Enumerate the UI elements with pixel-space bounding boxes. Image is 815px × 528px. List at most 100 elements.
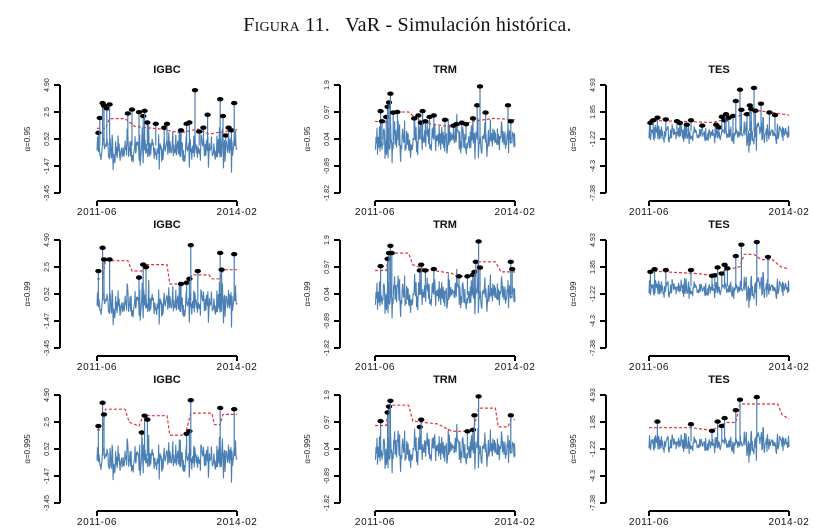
y-tick-label: -1.22 [590,286,597,302]
y-tick-label: -1.47 [44,468,51,484]
exceedance-point [715,125,723,130]
exceedance-point [509,266,516,272]
y-tick-label: 0.97 [324,415,331,429]
exceedance-point [462,121,470,127]
exceedance-point [95,130,102,136]
y-tick-label: 0.52 [44,442,51,456]
panel-title: IGBC [153,219,181,231]
var-line [97,117,238,135]
exceedance-point [430,266,437,272]
exceedance-point [217,250,224,256]
panel-title: IGBC [153,64,181,76]
exceedance-point [416,268,423,273]
exceedance-point [687,118,695,123]
y-tick-label: -0.89 [324,313,331,329]
exceedance-point [187,397,194,403]
exceedance-point [718,114,725,120]
exceedance-point [161,125,168,130]
panel-title: TRM [433,219,457,231]
y-tick-label: 0.97 [324,105,331,119]
exceedance-point [415,113,422,118]
panel-igbc-1: IGBC α=0.99 -3.45 -1.47 0.52 2.5 4.90 2011-06 20… [23,219,257,373]
exceedance-point [472,259,479,264]
x-tick-label: 2011-06 [629,207,669,218]
exceedance-point [152,121,159,127]
alpha-label: α=0.99 [23,281,32,306]
exceedance-point [469,427,477,433]
panel-title: TRM [433,64,457,76]
panel-title: TES [708,374,729,386]
panel-tes-0: TES α=0.95 -7.38 -4.3 -1.22 1.85 4.93 2011-06 20… [569,64,809,218]
exceedance-point [418,417,425,422]
exceedance-point [662,267,669,273]
y-tick-label: -1.47 [44,313,51,329]
exceedance-point [387,91,394,96]
returns-series [374,423,516,474]
x-tick-label: 2011-06 [355,362,395,373]
y-tick-label: -1.22 [590,441,597,457]
exceedance-point [687,267,695,273]
exceedance-point [204,112,211,117]
x-tick-label: 2011-06 [77,362,117,373]
returns-series [96,434,238,483]
panel-trm-0: TRM α=0.95 -1.82 -0.89 0.04 0.97 1.9 2011-06 201… [303,64,535,218]
y-tick-label: -7.38 [590,340,597,356]
y-tick-label: 2.5 [44,107,51,117]
exceedance-point [422,119,429,124]
y-tick-label: -4.3 [590,470,597,482]
exceedance-point [231,407,238,412]
exceedance-point [95,268,102,274]
y-tick-label: -1.82 [324,340,331,356]
exceedance-point [504,103,512,108]
exceedance-point [482,110,489,115]
x-tick-label: 2011-06 [355,517,395,528]
exceedance-point [507,259,514,264]
exceedance-point [177,281,185,287]
exceedance-point [106,257,113,262]
exceedance-point [469,116,477,121]
x-tick-label: 2014-02 [769,362,810,373]
figure-label: Figura 11. [243,14,330,36]
y-tick-label: 4.90 [44,388,51,402]
exceedance-point [142,264,150,270]
exceedance-point [441,117,449,123]
alpha-label: α=0.95 [303,126,312,151]
exceedance-point [103,106,111,111]
panel-tes-1: TES α=0.99 -7.38 -4.3 -1.22 1.85 4.93 2011-06 20… [569,219,809,373]
panel-title: TRM [433,374,457,386]
exceedance-point [732,98,739,104]
exceedance-point [699,123,706,128]
exceedance-point [464,429,471,434]
y-tick-label: 1.85 [590,415,597,429]
alpha-label: α=0.99 [303,281,312,306]
y-tick-label: 1.9 [324,235,331,245]
exceedance-point [676,120,683,126]
var-line [375,252,515,277]
y-tick-label: 1.9 [324,390,331,400]
x-tick-label: 2014-02 [769,207,810,218]
exceedance-point [736,397,744,402]
exceedance-point [464,274,471,279]
panel-igbc-0: IGBC α=0.95 -3.45 -1.47 0.52 2.5 4.90 2011-06 20… [23,64,257,218]
figure-caption: VaR - Simulación histórica. [345,14,572,36]
exceedance-point [708,428,716,433]
exceedance-point [714,419,721,424]
panel-trm-2: TRM α=0.995 -1.82 -0.89 0.04 0.97 1.9 2011-06 20… [303,374,535,528]
y-tick-label: 1.85 [590,260,597,274]
exceedance-point [231,100,238,106]
exceedance-point [654,115,661,120]
exceedance-point [729,113,737,119]
exceedance-point [757,101,765,106]
var-line [649,403,790,432]
y-tick-label: -7.38 [590,185,597,201]
exceedance-point [647,269,654,275]
x-tick-label: 2011-06 [629,362,669,373]
exceedance-point [721,262,728,268]
y-tick-label: -3.45 [44,185,51,201]
y-tick-label: -4.3 [590,315,597,327]
exceedance-point [721,415,728,421]
exceedance-point [736,87,744,92]
exceedance-point [194,268,201,274]
y-tick-label: -1.82 [324,495,331,511]
exceedance-point [141,108,148,114]
